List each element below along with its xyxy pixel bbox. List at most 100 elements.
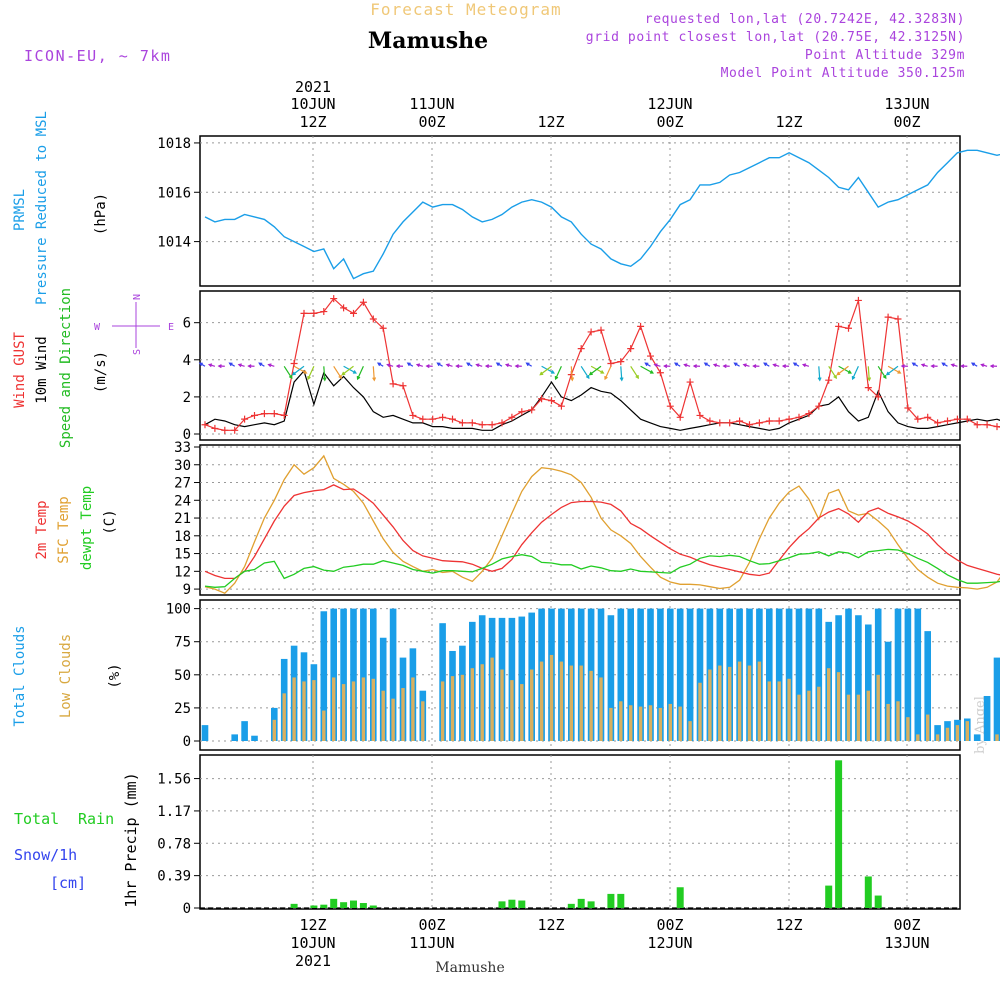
- wind-direction-arrowhead: [897, 370, 902, 374]
- total-clouds-bar: [518, 616, 526, 741]
- bottom-time-1-date: 10JUN: [290, 934, 335, 952]
- total-clouds-bar: [973, 734, 981, 741]
- temp-tick-label-1: 12: [174, 564, 191, 580]
- wind-direction-arrow: [589, 365, 602, 376]
- low-clouds-bar: [292, 677, 296, 741]
- total-clouds-bar: [360, 608, 367, 741]
- wind-direction-arrowhead: [847, 370, 852, 374]
- total-clouds-bar: [676, 608, 684, 741]
- wind-direction-arrow: [886, 365, 899, 376]
- total-clouds-bar: [350, 608, 357, 741]
- compass-east: E: [168, 322, 174, 333]
- low-clouds-bar: [312, 680, 316, 741]
- low-clouds-bar: [470, 668, 474, 741]
- pressure-tick-label-2: 1018: [157, 136, 191, 152]
- temp-label-dewpt: dewpt Temp: [79, 486, 95, 570]
- low-clouds-bar: [510, 680, 514, 741]
- wind-direction-arrowhead: [228, 362, 233, 367]
- total-clouds-bar: [785, 608, 793, 741]
- wind-direction-arrowhead: [395, 364, 400, 369]
- temp-tick-label-8: 33: [174, 440, 191, 456]
- wind-direction-arrowhead: [882, 375, 887, 380]
- model-label: ICON-EU, ~ 7km: [24, 47, 171, 65]
- wind-tick-label-1: 2: [183, 390, 191, 406]
- rain-bar: [340, 902, 348, 908]
- wind-label-gust: Wind GUST: [12, 332, 28, 408]
- gust-marker: [587, 328, 595, 336]
- wind-tick-label-2: 4: [183, 353, 191, 369]
- low-clouds-bar: [668, 703, 672, 741]
- gust-marker: [785, 415, 793, 423]
- gust-marker: [706, 417, 714, 425]
- wind-direction-arrowhead: [585, 375, 590, 380]
- pressure-unit: (hPa): [93, 193, 109, 235]
- wind-direction-arrowhead: [588, 371, 593, 376]
- low-clouds-bar: [648, 705, 653, 741]
- low-clouds-bar: [490, 657, 494, 741]
- wind-direction-arrowhead: [900, 364, 905, 369]
- wind-direction-arrowhead: [303, 370, 308, 374]
- low-clouds-bar: [411, 677, 415, 741]
- compass-south: S: [132, 349, 143, 355]
- low-clouds-bar: [757, 661, 762, 741]
- wind-direction-arrowhead: [867, 377, 872, 382]
- info-line-1: requested lon,lat (20.7242E, 42.3283N): [645, 12, 965, 27]
- bottom-time-3-hour: 12Z: [537, 916, 564, 934]
- precip-tick-label-4: 1.56: [157, 772, 191, 788]
- rain-bar: [518, 900, 526, 908]
- wind-direction-arrowhead: [341, 371, 346, 376]
- pressure-tick-label-1: 1016: [157, 185, 191, 201]
- gust-marker: [211, 424, 219, 432]
- gust-marker: [548, 397, 555, 405]
- footer-location: Mamushe: [435, 960, 504, 976]
- rain-bar: [508, 899, 516, 908]
- total-clouds-bar: [884, 641, 892, 741]
- temp-tick-label-4: 21: [174, 511, 191, 527]
- temp-tick-label-7: 30: [174, 458, 191, 474]
- wind-direction-arrowhead: [712, 363, 718, 368]
- low-clouds-bar: [658, 707, 663, 741]
- low-clouds-bar: [995, 734, 999, 741]
- total-clouds-bar: [696, 608, 704, 741]
- wind-direction-arrowhead: [237, 363, 242, 368]
- wind-unit: (m/s): [93, 351, 109, 393]
- gust-marker: [904, 404, 912, 412]
- info-line-2: grid point closest lon,lat (20.75E, 42.3…: [586, 30, 965, 45]
- rain-bar: [825, 885, 833, 908]
- wind-direction-arrowhead: [415, 363, 421, 368]
- rain-bar: [290, 903, 298, 908]
- wind-direction-arrow: [852, 366, 859, 380]
- wind-direction-arrowhead: [217, 364, 222, 369]
- low-clouds-bar: [886, 703, 890, 741]
- wind-direction-arrow: [292, 365, 305, 376]
- gust-marker: [607, 360, 615, 367]
- total-clouds-bar: [617, 608, 625, 741]
- low-clouds-bar: [599, 677, 603, 741]
- wind-direction-arrowhead: [504, 363, 510, 368]
- gust-marker: [815, 402, 823, 410]
- low-clouds-bar: [638, 706, 643, 741]
- wind-direction-arrowhead: [267, 363, 272, 368]
- gust-marker: [795, 413, 803, 421]
- total-clouds-bar: [637, 608, 644, 741]
- wind-direction-arrowhead: [288, 375, 293, 380]
- wind-panel: 0 2 4 6: [183, 290, 961, 443]
- low-clouds-bar: [797, 694, 801, 741]
- rain-bar: [350, 900, 357, 908]
- pressure-panel: 1014 1016 1018: [157, 135, 961, 287]
- temp-frame: [199, 444, 961, 596]
- clouds-tick-label-4: 100: [166, 602, 191, 618]
- wind-direction-arrowhead: [600, 370, 605, 374]
- low-clouds-bar: [450, 676, 455, 741]
- low-clouds-bar: [807, 690, 811, 741]
- wind-direction-arrow: [640, 365, 654, 374]
- top-time-6-hour: 00Z: [893, 113, 920, 131]
- clouds-unit: (%): [107, 663, 123, 688]
- rain-bar: [864, 876, 872, 908]
- gust-marker: [508, 413, 516, 421]
- wind-direction-arrowhead: [475, 363, 480, 368]
- gust-marker: [854, 296, 862, 304]
- bottom-time-2-hour: 00Z: [418, 916, 445, 934]
- wind-direction-arrow: [333, 365, 342, 379]
- wind-direction-arrowhead: [733, 362, 738, 367]
